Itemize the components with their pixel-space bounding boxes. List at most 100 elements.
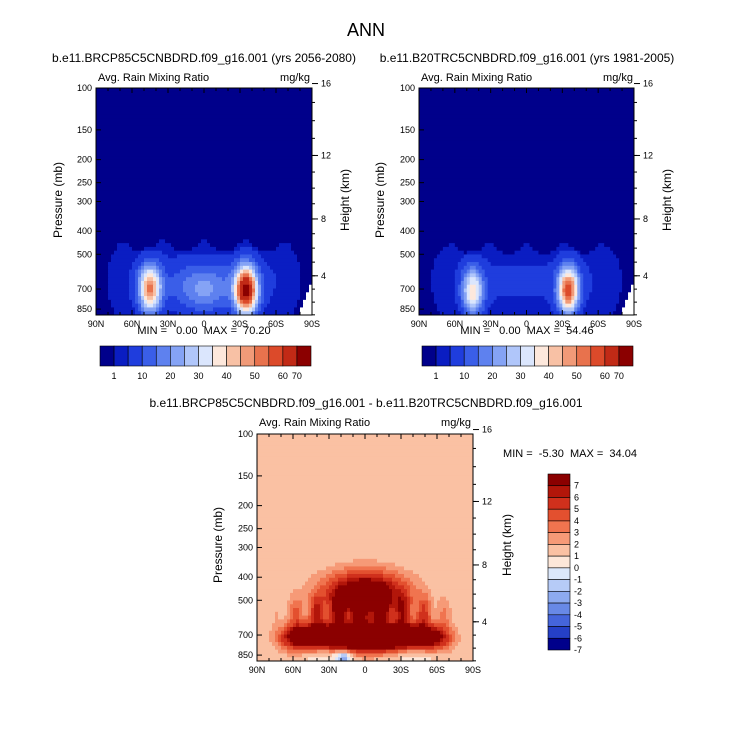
contour-cell xyxy=(257,452,473,458)
contour-cell xyxy=(460,273,465,278)
contour-cell xyxy=(195,299,214,305)
colorbar-label: -4 xyxy=(574,610,582,620)
contour-cell xyxy=(159,292,163,297)
contour-cell xyxy=(257,483,473,488)
contour-cell xyxy=(484,288,489,293)
contour-cell xyxy=(252,243,280,248)
contour-cell xyxy=(258,250,295,256)
contour-cell xyxy=(419,193,634,199)
contour-cell xyxy=(281,642,285,647)
contour-cell xyxy=(550,307,557,312)
contour-cell xyxy=(111,303,133,309)
contour-cell xyxy=(257,611,276,617)
contour-cell xyxy=(428,615,432,620)
x-tick-label: 30N xyxy=(482,319,499,329)
contour-cell xyxy=(144,288,148,293)
contour-cell xyxy=(583,258,620,263)
contour-cell xyxy=(198,243,211,248)
colorbar-box xyxy=(240,345,256,367)
x-tick-label: 90N xyxy=(249,665,266,675)
contour-cell xyxy=(419,265,435,271)
contour-cell xyxy=(562,307,575,312)
contour-cell xyxy=(111,299,133,305)
contour-cell xyxy=(389,619,396,624)
contour-cell xyxy=(481,303,486,309)
colorbar-label: 40 xyxy=(544,371,554,381)
contour-cell xyxy=(419,262,435,267)
contour-cell xyxy=(159,284,163,290)
contour-cell xyxy=(287,626,291,632)
contour-cell xyxy=(264,292,274,297)
y-tick-label: 150 xyxy=(77,125,92,135)
contour-cell xyxy=(273,288,301,293)
contour-cell xyxy=(240,299,244,305)
contour-cell xyxy=(434,645,444,651)
heatmap-area xyxy=(257,434,473,661)
contour-cell xyxy=(410,600,414,605)
contour-cell xyxy=(144,265,157,271)
contour-cell xyxy=(302,585,315,590)
contour-cell xyxy=(162,303,166,309)
contour-cell xyxy=(478,273,483,278)
contour-cell xyxy=(335,611,345,617)
contour-cell xyxy=(338,581,348,586)
contour-cell xyxy=(138,269,142,274)
contour-cell xyxy=(466,284,471,290)
contour-cell xyxy=(96,307,115,312)
contour-cell xyxy=(419,307,438,312)
contour-cell xyxy=(574,303,578,309)
contour-cell xyxy=(350,608,390,613)
y-tick-label: 700 xyxy=(238,630,253,640)
contour-cell xyxy=(135,284,139,290)
contour-cell xyxy=(589,296,620,301)
contour-cell xyxy=(562,311,566,315)
contour-cell xyxy=(583,307,617,312)
contour-cell xyxy=(580,296,584,301)
colorbar-box xyxy=(296,345,312,367)
contour-cell xyxy=(404,600,408,605)
contour-cell xyxy=(347,657,351,661)
contour-cell xyxy=(257,543,473,549)
contour-cell xyxy=(300,265,312,271)
contour-cell xyxy=(419,175,634,180)
contour-cell xyxy=(302,608,309,613)
contour-cell xyxy=(556,246,575,252)
contour-cell xyxy=(419,99,634,104)
contour-cell xyxy=(302,653,333,658)
contour-cell xyxy=(326,623,330,628)
contour-cell xyxy=(475,265,483,271)
contour-cell xyxy=(628,292,634,297)
colorbar-box xyxy=(547,567,571,580)
contour-cell xyxy=(580,265,590,271)
contour-cell xyxy=(386,649,399,655)
contour-cell xyxy=(290,604,303,609)
contour-cell xyxy=(257,570,318,575)
contour-cell xyxy=(240,280,250,286)
contour-cell xyxy=(270,299,298,305)
contour-cell xyxy=(419,231,634,237)
contour-cell xyxy=(449,604,473,609)
y-tick-label: 300 xyxy=(400,197,415,207)
contour-cell xyxy=(231,284,235,290)
contour-cell xyxy=(386,619,390,624)
contour-cell xyxy=(96,201,312,206)
contour-cell xyxy=(278,626,285,632)
contour-cell xyxy=(562,269,566,274)
axes: 90N 60N 30N 0 30S 60S 90S 100 150 200 250 300 400 500… xyxy=(77,79,331,329)
contour-cell xyxy=(272,623,285,628)
contour-cell xyxy=(338,585,390,590)
contour-cell xyxy=(463,307,468,312)
contour-cell xyxy=(401,596,408,602)
contour-cell xyxy=(96,167,312,172)
contour-cell xyxy=(335,649,348,655)
contour-cell xyxy=(291,243,312,248)
contour-cell xyxy=(481,299,486,305)
contour-cell xyxy=(398,600,405,605)
contour-cell xyxy=(430,277,456,282)
contour-cell xyxy=(237,265,241,271)
contour-cell xyxy=(231,288,235,293)
contour-cell xyxy=(425,604,429,609)
contour-cell xyxy=(386,566,405,571)
colorbar-label: 10 xyxy=(459,371,469,381)
contour-cell xyxy=(574,299,578,305)
